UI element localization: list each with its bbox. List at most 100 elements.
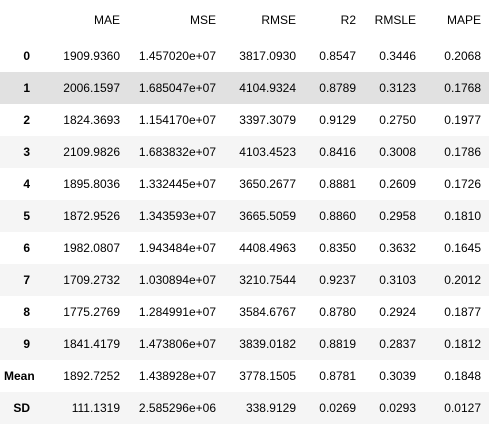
row-index-label: 7 xyxy=(23,273,30,287)
table-row: 7 1709.2732 1.030894e+07 3210.7544 0.9237 0.3… xyxy=(0,264,489,296)
cell-mse: 1.030894e+07 xyxy=(138,273,216,287)
cell-r2: 0.8860 xyxy=(319,209,356,223)
row-index-label: SD xyxy=(13,401,30,415)
cell-mse: 1.284991e+07 xyxy=(138,305,216,319)
cell-mae: 1982.0807 xyxy=(63,241,120,255)
cell-rmse: 3665.5059 xyxy=(239,209,296,223)
cell-mse: 1.343593e+07 xyxy=(138,209,216,223)
row-index-label: 5 xyxy=(23,209,30,223)
cell-r2: 0.8780 xyxy=(319,305,356,319)
row-index-label: 4 xyxy=(23,177,30,191)
cell-rmse: 3839.0182 xyxy=(239,337,296,351)
table-body: 0 1909.9360 1.457020e+07 3817.0930 0.8547 0.3… xyxy=(0,40,489,424)
cell-rmsle: 0.2924 xyxy=(379,305,416,319)
cell-mape: 0.1812 xyxy=(444,337,481,351)
row-index-label: 8 xyxy=(23,305,30,319)
table-row: 0 1909.9360 1.457020e+07 3817.0930 0.8547 0.3… xyxy=(0,40,489,72)
cell-mae: 111.1319 xyxy=(71,401,120,415)
cell-r2: 0.0269 xyxy=(319,401,356,415)
notebook-output-area: MAE MSE RMSE R2 RMSLE MAPE 0 1909.9360 1.4… xyxy=(0,13,489,415)
cell-rmsle: 0.3123 xyxy=(379,81,416,95)
cell-mape: 0.2012 xyxy=(444,273,481,287)
cell-mae: 1892.7252 xyxy=(63,369,120,383)
table-header: MAE MSE RMSE R2 RMSLE MAPE xyxy=(0,0,489,40)
cell-rmsle: 0.0293 xyxy=(379,401,416,415)
cell-mae: 2006.1597 xyxy=(63,81,120,95)
column-header-mape: MAPE xyxy=(446,13,481,27)
cell-mape: 0.2068 xyxy=(444,49,481,63)
cell-mae: 1709.2732 xyxy=(63,273,120,287)
cell-rmsle: 0.2837 xyxy=(379,337,416,351)
cell-mse: 1.457020e+07 xyxy=(138,49,216,63)
cell-mse: 1.438928e+07 xyxy=(138,369,216,383)
cell-mse: 2.585296e+06 xyxy=(138,401,216,415)
table-row: 2 1824.3693 1.154170e+07 3397.3079 0.9129 0.2… xyxy=(0,104,489,136)
cell-rmse: 3210.7544 xyxy=(239,273,296,287)
cell-r2: 0.8416 xyxy=(319,145,356,159)
cell-rmse: 4103.4523 xyxy=(239,145,296,159)
cell-mae: 2109.9826 xyxy=(63,145,120,159)
row-index-label: 2 xyxy=(23,113,30,127)
cell-rmse: 338.9129 xyxy=(245,401,296,415)
table-row: 8 1775.2769 1.284991e+07 3584.6767 0.8780 0.2… xyxy=(0,296,489,328)
cell-r2: 0.9129 xyxy=(319,113,356,127)
cell-mape: 0.1645 xyxy=(444,241,481,255)
cell-mape: 0.1848 xyxy=(444,369,481,383)
column-header-rmsle: RMSLE xyxy=(374,13,416,27)
cell-rmsle: 0.3446 xyxy=(379,49,416,63)
cell-r2: 0.8547 xyxy=(319,49,356,63)
header-row: MAE MSE RMSE R2 RMSLE MAPE xyxy=(0,0,489,40)
row-index-label: 0 xyxy=(23,49,30,63)
table-row: 1 2006.1597 1.685047e+07 4104.9324 0.8789 0.3… xyxy=(0,72,489,104)
table-row: 3 2109.9826 1.683832e+07 4103.4523 0.8416 0.3… xyxy=(0,136,489,168)
cell-mse: 1.685047e+07 xyxy=(138,81,216,95)
column-header-r2: R2 xyxy=(340,13,356,27)
cell-rmse: 4104.9324 xyxy=(239,81,296,95)
cell-mse: 1.154170e+07 xyxy=(138,113,216,127)
cell-mse: 1.473806e+07 xyxy=(138,337,216,351)
cell-r2: 0.8881 xyxy=(319,177,356,191)
row-index-label: 9 xyxy=(23,337,30,351)
cell-r2: 0.8819 xyxy=(319,337,356,351)
cell-mape: 0.0127 xyxy=(444,401,481,415)
table-row: 9 1841.4179 1.473806e+07 3839.0182 0.8819 0.2… xyxy=(0,328,489,360)
cell-mae: 1872.9526 xyxy=(63,209,120,223)
cell-rmse: 3650.2677 xyxy=(239,177,296,191)
cell-r2: 0.8789 xyxy=(319,81,356,95)
cell-rmsle: 0.3039 xyxy=(379,369,416,383)
row-index-label: Mean xyxy=(4,369,35,383)
index-header xyxy=(0,0,38,40)
cell-mape: 0.1768 xyxy=(444,81,481,95)
cell-rmse: 3397.3079 xyxy=(239,113,296,127)
cell-r2: 0.8350 xyxy=(319,241,356,255)
row-index-label: 1 xyxy=(23,81,30,95)
table-row: SD 111.1319 2.585296e+06 338.9129 0.0269 0.02… xyxy=(0,392,489,424)
cell-rmsle: 0.2750 xyxy=(379,113,416,127)
cell-rmse: 3817.0930 xyxy=(239,49,296,63)
cell-mape: 0.1810 xyxy=(444,209,481,223)
table-row: 5 1872.9526 1.343593e+07 3665.5059 0.8860 0.2… xyxy=(0,200,489,232)
cell-rmsle: 0.3008 xyxy=(379,145,416,159)
cell-mae: 1824.3693 xyxy=(63,113,120,127)
cell-mae: 1909.9360 xyxy=(63,49,120,63)
cell-mape: 0.1786 xyxy=(444,145,481,159)
cell-r2: 0.8781 xyxy=(319,369,356,383)
row-index-label: 6 xyxy=(23,241,30,255)
cell-rmsle: 0.2609 xyxy=(379,177,416,191)
cell-rmsle: 0.3632 xyxy=(379,241,416,255)
cell-rmsle: 0.2958 xyxy=(379,209,416,223)
cell-rmsle: 0.3103 xyxy=(379,273,416,287)
cell-mse: 1.683832e+07 xyxy=(138,145,216,159)
cell-mse: 1.943484e+07 xyxy=(138,241,216,255)
cell-mae: 1775.2769 xyxy=(63,305,120,319)
cell-rmse: 3584.6767 xyxy=(239,305,296,319)
cell-mape: 0.1877 xyxy=(444,305,481,319)
cell-rmse: 3778.1505 xyxy=(239,369,296,383)
table-row: Mean 1892.7252 1.438928e+07 3778.1505 0.8781… xyxy=(0,360,489,392)
cell-r2: 0.9237 xyxy=(319,273,356,287)
cell-rmse: 4408.4963 xyxy=(239,241,296,255)
column-header-mae: MAE xyxy=(93,13,120,27)
table-row: 6 1982.0807 1.943484e+07 4408.4963 0.8350 0.3… xyxy=(0,232,489,264)
cell-mape: 0.1726 xyxy=(444,177,481,191)
